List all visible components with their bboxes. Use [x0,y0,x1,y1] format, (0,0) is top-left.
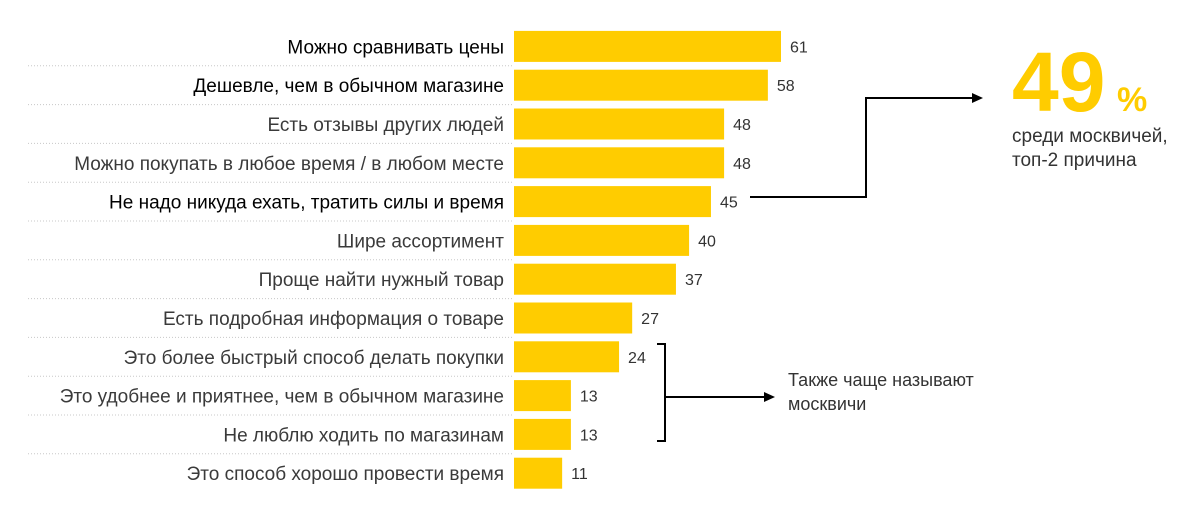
callout-percent-number: 49 [1012,35,1105,129]
value-label: 61 [790,39,808,56]
category-label: Шире ассортимент [337,231,504,252]
bar [514,30,781,62]
category-label: Это удобнее и приятнее, чем в обычном ма… [60,387,504,408]
value-label: 37 [685,272,703,289]
bar [514,380,571,412]
category-label: Есть подробная информация о товаре [163,309,504,330]
bar [514,69,768,101]
value-label: 48 [733,156,751,173]
category-label: Можно сравнивать цены [287,37,504,58]
callout: 49 % среди москвичей, топ-2 причина [1012,35,1168,171]
value-label: 24 [628,350,646,367]
callout-percent-sign: % [1117,81,1147,119]
callout-line-1: среди москвичей, [1012,126,1168,147]
bar [514,263,676,295]
value-label: 13 [580,427,598,444]
bar [514,186,711,218]
bar [514,302,633,334]
bar [514,147,725,179]
category-label: Проще найти нужный товар [259,270,504,291]
category-label: Это способ хорошо провести время [187,464,504,485]
category-label: Не люблю ходить по магазинам [223,425,504,446]
bracket-note: Также чаще называют москвичи [788,370,974,414]
bar [514,108,725,140]
value-label: 45 [720,195,738,212]
value-label: 13 [580,389,598,406]
category-label: Можно покупать в любое время / в любом м… [74,154,504,175]
bracket-note-line-2: москвичи [788,394,866,414]
bar [514,457,563,489]
bar [514,418,571,450]
value-label: 40 [698,233,716,250]
category-label: Есть отзывы других людей [267,115,504,136]
value-label: 48 [733,117,751,134]
value-label: 58 [777,78,795,95]
bar [514,224,690,256]
category-label: Это более быстрый способ делать покупки [124,348,504,369]
callout-line-2: топ-2 причина [1012,150,1137,171]
group-bracket [657,343,775,442]
chart-rows: Можно сравнивать цены 61 Дешевле, чем в об… [28,30,808,489]
bar [514,341,620,373]
value-label: 11 [571,466,588,483]
bracket-note-line-1: Также чаще называют [788,370,974,390]
category-label: Дешевле, чем в обычном магазине [193,76,504,97]
callout-arrow [750,93,983,198]
category-label: Не надо никуда ехать, тратить силы и вре… [109,193,504,214]
value-label: 27 [641,311,659,328]
